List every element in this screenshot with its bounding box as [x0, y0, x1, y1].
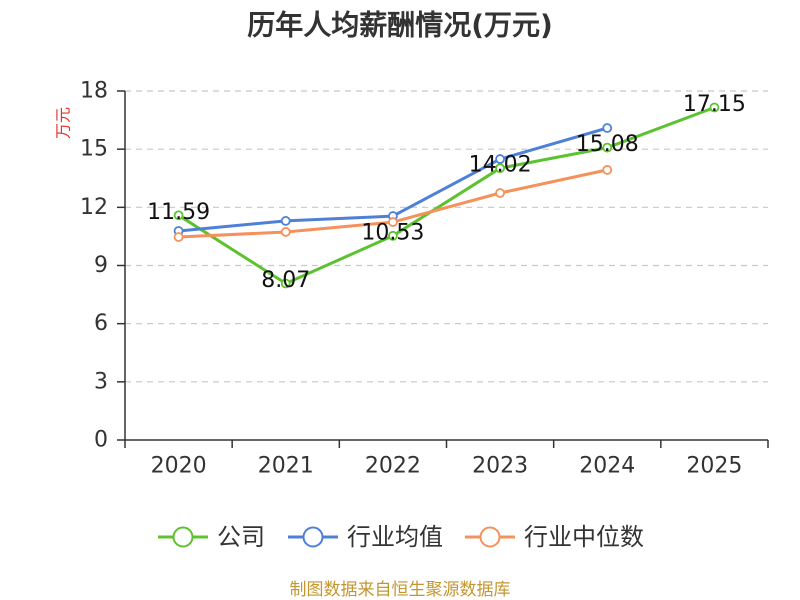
x-tick-label: 2024 [579, 454, 635, 479]
data-label-company: 15.08 [576, 132, 639, 157]
series-layer [173, 102, 720, 289]
data-label-company: 14.02 [469, 153, 532, 178]
data-label-company: 10.53 [361, 220, 424, 245]
data-label-company: 17.15 [683, 92, 746, 117]
legend-label: 行业均值 [347, 523, 443, 551]
axes: 0 3 6 9 12 15 18 2020 2021 2022 2023 2024 2025 [80, 79, 769, 479]
y-tick-label: 12 [80, 195, 108, 220]
y-tick-label: 18 [80, 79, 108, 104]
x-tick-label: 2025 [686, 454, 742, 479]
legend-marker-icon [172, 526, 194, 548]
legend-item-company[interactable]: 公司 [158, 523, 265, 551]
data-point-company [173, 210, 184, 221]
data-point-company [709, 102, 720, 113]
data-point-industry-median [280, 227, 291, 237]
x-tick-label: 2022 [365, 454, 421, 479]
y-tick-label: 0 [94, 428, 108, 453]
data-point-company [495, 163, 505, 174]
y-tick-label: 15 [80, 137, 108, 162]
legend-label: 公司 [217, 523, 265, 551]
x-tick-label: 2021 [258, 454, 314, 479]
data-point-industry-median [602, 165, 613, 175]
legend-marker-icon [479, 526, 501, 548]
data-point-industry-average [495, 154, 505, 164]
legend: 公司 行业均值 行业中位数 [158, 523, 644, 551]
data-point-company [280, 278, 291, 289]
data-point-industry-average [602, 123, 613, 133]
data-point-industry-median [173, 232, 184, 242]
data-labels: 11.59 8.07 10.53 14.02 15.08 17.15 [147, 92, 746, 293]
data-point-company [388, 230, 398, 241]
x-tick-label: 2023 [472, 454, 528, 479]
y-tick-label: 3 [94, 369, 108, 394]
data-point-industry-average [280, 216, 291, 226]
y-tick-label: 9 [94, 253, 108, 278]
x-tick-label: 2020 [151, 454, 207, 479]
data-label-company: 8.07 [261, 268, 310, 293]
data-point-company [602, 142, 613, 153]
legend-item-industry-median[interactable]: 行业中位数 [465, 523, 644, 551]
data-point-industry-median [495, 188, 505, 198]
chart-title: 历年人均薪酬情况(万元) [247, 9, 553, 42]
data-point-industry-median [388, 217, 398, 227]
y-axis-label: 万元 [54, 107, 73, 139]
y-tick-label: 6 [94, 311, 108, 336]
legend-item-industry-average[interactable]: 行业均值 [288, 523, 443, 551]
footer-source: 制图数据来自恒生聚源数据库 [290, 580, 511, 600]
data-label-company: 11.59 [147, 200, 210, 225]
legend-marker-icon [302, 526, 324, 548]
legend-label: 行业中位数 [524, 523, 644, 551]
series-line-company [177, 106, 716, 285]
